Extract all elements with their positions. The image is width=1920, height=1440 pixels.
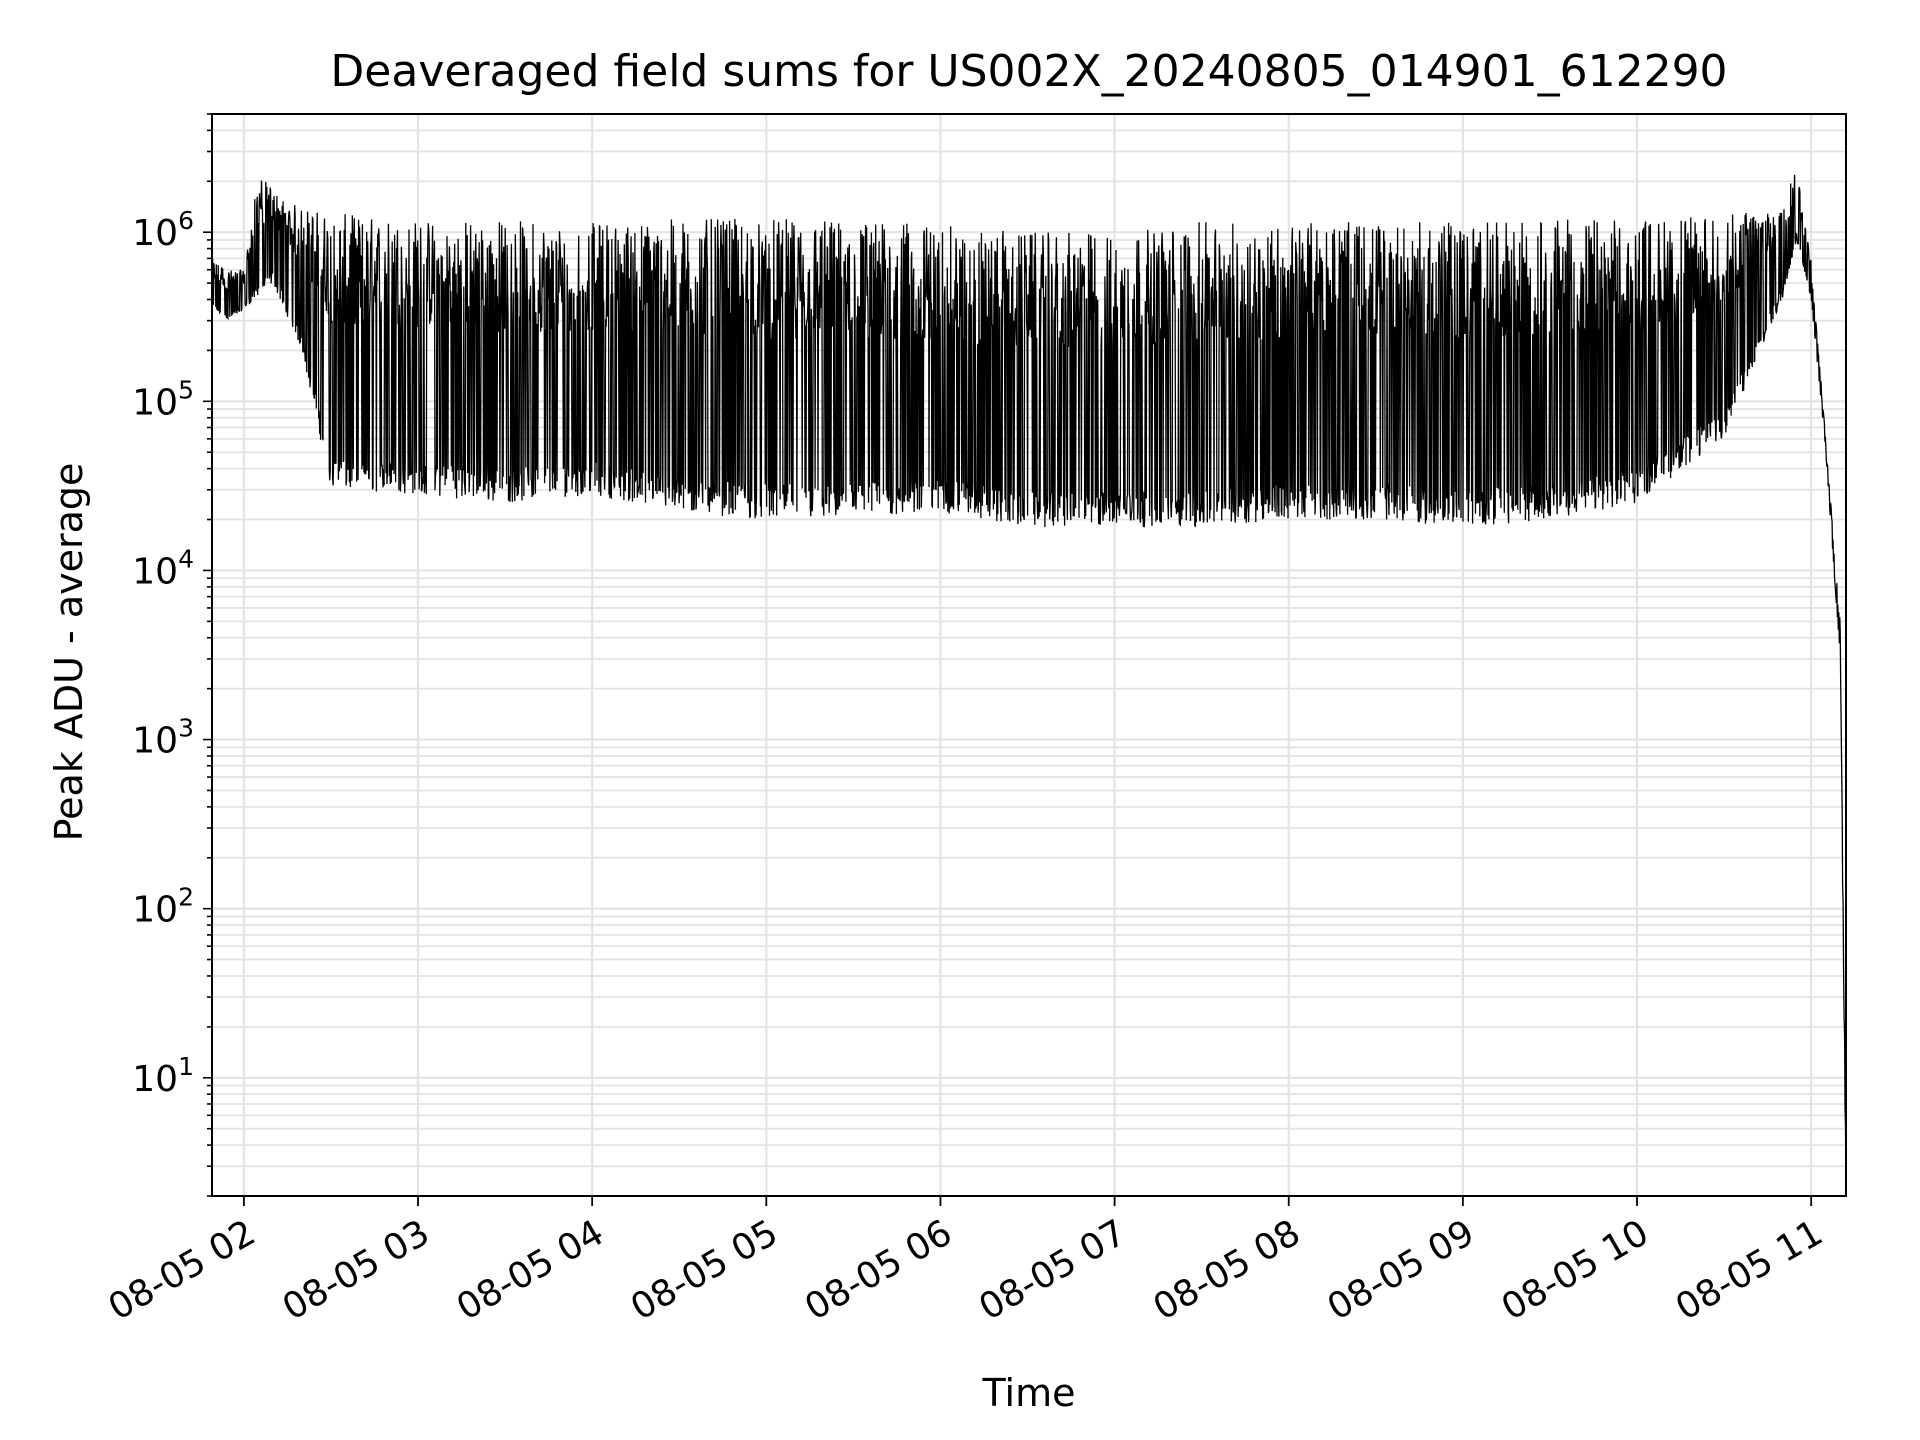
y-tick-exponent: 4 <box>178 544 194 573</box>
y-tick-exponent: 6 <box>178 206 194 235</box>
y-tick-base: 10 <box>132 890 178 931</box>
axes-frame <box>211 113 1847 1197</box>
y-tick-exponent: 5 <box>178 375 194 404</box>
y-tick-base: 10 <box>132 551 178 592</box>
y-tick-exponent: 3 <box>178 714 194 743</box>
y-tick-label: 104 <box>132 544 194 592</box>
y-tick-base: 10 <box>132 721 178 762</box>
y-tick-label: 105 <box>132 375 194 423</box>
y-tick-label: 106 <box>132 206 194 254</box>
x-axis-label: Time <box>982 1371 1076 1415</box>
y-tick-base: 10 <box>132 382 178 423</box>
y-axis-label: Peak ADU - average <box>47 463 91 842</box>
plot-area <box>211 174 1847 1196</box>
y-tick-label: 101 <box>132 1052 194 1100</box>
series-line <box>211 174 1847 1196</box>
y-tick-exponent: 2 <box>178 883 194 912</box>
y-tick-base: 10 <box>132 213 178 254</box>
y-tick-label: 102 <box>132 883 194 931</box>
y-tick-exponent: 1 <box>178 1052 194 1081</box>
y-tick-label: 103 <box>132 714 194 762</box>
chart-title: Deaveraged field sums for US002X_2024080… <box>330 46 1727 97</box>
y-tick-base: 10 <box>132 1059 178 1100</box>
